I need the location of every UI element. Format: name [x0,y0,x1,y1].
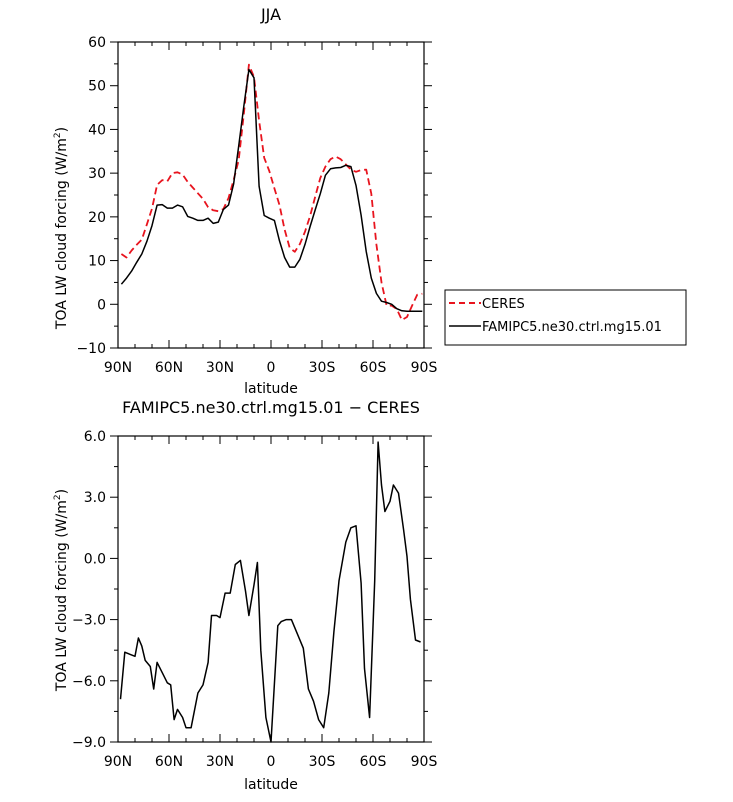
bottom-ytick-label: 3.0 [84,490,106,506]
top-series-line-model [120,68,423,313]
bottom-panel-title: FAMIPC5.ne30.ctrl.mg15.01 − CERES [122,398,420,417]
top-xtick-label: 60S [360,360,387,376]
top-ytick-label: 40 [88,122,106,138]
bottom-ytick-label: 6.0 [84,429,106,445]
bottom-panel-ylabel: TOA LW cloud forcing (W/m2) [53,489,70,692]
top-panel-series [120,63,423,321]
top-panel-ylabel: TOA LW cloud forcing (W/m2) [53,127,70,330]
legend-box [444,289,687,346]
bottom-ytick-label: −6.0 [72,674,106,690]
bottom-panel-ticks: 90N 60N 30N 0 30S 60S 90S −9.0 −6.0 −3.0 0.0 3.0 6.0 [72,429,437,770]
top-xtick-label: 0 [267,360,276,376]
top-panel-frame [117,41,425,349]
top-panel-title: JJA [260,5,281,24]
bottom-ytick-label: 0.0 [84,551,106,567]
top-panel-xlabel: latitude [244,381,298,397]
top-ytick-label: −10 [76,341,106,357]
top-ytick-label: 10 [88,254,106,270]
bottom-xtick-label: 90N [104,754,132,770]
top-ytick-label: 0 [97,297,106,313]
top-xtick-label: 90N [104,360,132,376]
legend: CERES FAMIPC5.ne30.ctrl.mg15.01 [444,289,687,346]
legend-label-ceres: CERES [482,297,525,312]
top-series-line-ceres [120,63,423,321]
legend-label-model: FAMIPC5.ne30.ctrl.mg15.01 [482,320,662,335]
bottom-panel-frame [117,435,425,743]
bottom-xtick-label: 60S [360,754,387,770]
top-xtick-label: 30N [206,360,234,376]
top-xtick-label: 30S [309,360,336,376]
bottom-ytick-label: −3.0 [72,613,106,629]
bottom-panel-series [119,441,421,743]
bottom-ytick-label: −9.0 [72,735,106,751]
top-xtick-label: 90S [411,360,438,376]
bottom-xtick-label: 30N [206,754,234,770]
bottom-panel-xlabel: latitude [244,777,298,793]
top-xtick-label: 60N [155,360,183,376]
top-ytick-label: 60 [88,35,106,51]
top-panel: JJA 90N 60N 30N 0 30S 60S 90S−100102030405060 … [53,5,687,397]
bottom-xtick-label: 90S [411,754,438,770]
bottom-series-line-difference [119,441,421,743]
bottom-xtick-label: 30S [309,754,336,770]
top-panel-ticks: 90N 60N 30N 0 30S 60S 90S −10 0 10 20 30 40 50 60 [76,35,437,376]
top-ytick-label: 30 [88,166,106,182]
bottom-panel: FAMIPC5.ne30.ctrl.mg15.01 − CERES 90N 60N… [53,398,437,793]
bottom-xtick-label: 60N [155,754,183,770]
bottom-xtick-label: 0 [267,754,276,770]
top-ytick-label: 50 [88,79,106,95]
top-ytick-label: 20 [88,210,106,226]
